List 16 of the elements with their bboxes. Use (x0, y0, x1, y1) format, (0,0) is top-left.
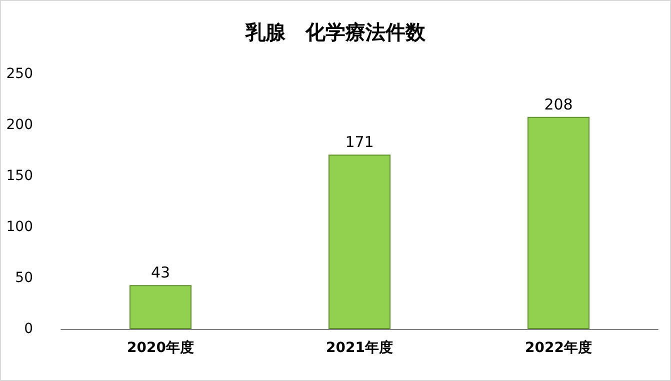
y-tick-label: 100 (6, 219, 33, 235)
data-label: 43 (150, 264, 170, 282)
bar (528, 116, 590, 329)
y-tick-label: 150 (6, 168, 33, 184)
chart-title: 乳腺 化学療法件数 (244, 20, 426, 44)
bar (130, 285, 192, 329)
data-label: 208 (544, 95, 573, 114)
x-tick-label: 2020年度 (127, 339, 194, 356)
x-tick-label: 2021年度 (326, 339, 393, 356)
y-tick-label: 250 (6, 66, 33, 82)
y-tick-label: 200 (6, 117, 33, 133)
y-tick-label: 50 (15, 270, 33, 286)
data-label: 171 (345, 133, 374, 152)
bar (328, 154, 390, 329)
y-tick-label: 0 (24, 321, 33, 337)
x-tick-label: 2022年度 (525, 339, 592, 356)
